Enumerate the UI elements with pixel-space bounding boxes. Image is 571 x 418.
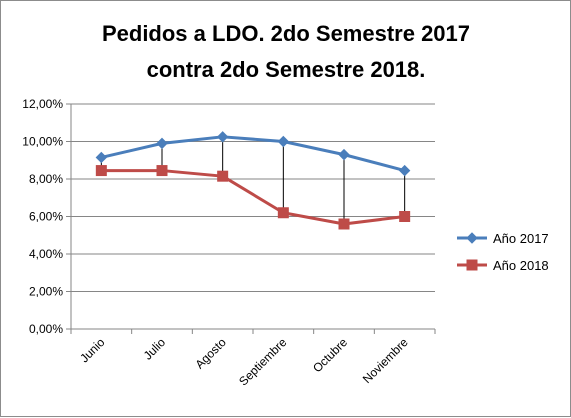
x-tick-label: Octubre bbox=[310, 335, 350, 375]
series-line bbox=[100, 135, 406, 173]
square-marker bbox=[466, 259, 478, 271]
chart-title-line-2: contra 2do Semestre 2018. bbox=[147, 57, 426, 82]
diamond-marker bbox=[398, 164, 411, 177]
y-tick-label: 6,00% bbox=[29, 210, 63, 224]
square-marker bbox=[399, 211, 411, 222]
diamond-marker bbox=[156, 137, 168, 150]
series-2 bbox=[95, 165, 411, 230]
diamond-marker bbox=[277, 135, 290, 148]
high-low-lines bbox=[100, 136, 406, 224]
y-tick-label: 2,00% bbox=[29, 285, 63, 299]
x-tick-label: Agosto bbox=[192, 335, 229, 372]
y-tick-label: 10,00% bbox=[22, 135, 63, 149]
legend-label: Año 2018 bbox=[493, 258, 549, 273]
y-tick-label: 0,00% bbox=[29, 322, 63, 336]
legend-item: Año 2017 bbox=[457, 231, 549, 246]
gridlines bbox=[71, 103, 435, 292]
x-tick-label: Julio bbox=[141, 335, 169, 363]
x-tick-label: Septiembre bbox=[236, 335, 290, 389]
series bbox=[95, 131, 411, 230]
series-line bbox=[101, 169, 405, 226]
series-1 bbox=[95, 131, 411, 177]
diamond-marker bbox=[95, 151, 108, 164]
legend-item: Año 2018 bbox=[457, 258, 549, 273]
diamond-marker bbox=[338, 148, 350, 161]
diamond-marker bbox=[466, 232, 478, 244]
legend: Año 2017 Año 2018 bbox=[457, 231, 549, 273]
y-tick-label: 8,00% bbox=[29, 172, 63, 186]
square-marker bbox=[95, 165, 107, 177]
chart-title-line-1: Pedidos a LDO. 2do Semestre 2017 bbox=[102, 21, 470, 46]
square-marker bbox=[156, 165, 168, 177]
axes bbox=[66, 103, 436, 334]
x-axis-tick-labels: Junio Julio Agosto Septiembre Octubre Noviemb… bbox=[77, 335, 411, 389]
x-tick-label: Junio bbox=[77, 335, 107, 365]
y-tick-label: 12,00% bbox=[22, 97, 63, 111]
y-tick-label: 4,00% bbox=[29, 247, 63, 261]
chart-title: Pedidos a LDO. 2do Semestre 2017 contra … bbox=[102, 21, 470, 82]
legend-label: Año 2017 bbox=[493, 231, 549, 246]
y-axis-tick-labels: 0,00% 2,00% 4,00% 6,00% 8,00% 10,00% 12,00% bbox=[22, 97, 63, 336]
diamond-marker bbox=[216, 131, 229, 143]
square-marker bbox=[277, 207, 289, 219]
x-tick-label: Noviembre bbox=[360, 335, 411, 386]
square-marker bbox=[217, 170, 229, 182]
square-marker bbox=[338, 218, 350, 230]
